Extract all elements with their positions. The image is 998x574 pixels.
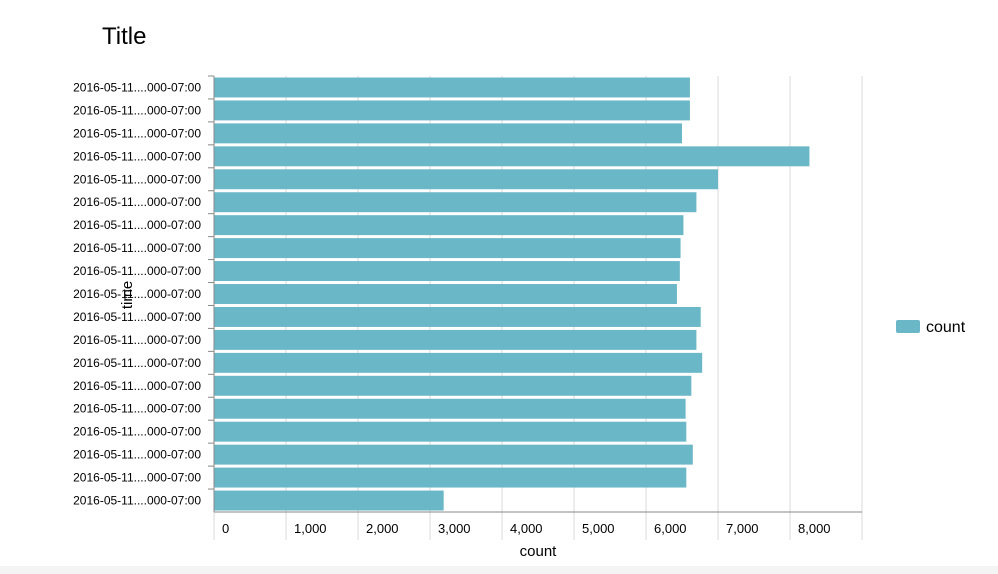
bar[interactable] bbox=[214, 146, 810, 167]
y-tick-labels: 2016-05-11....000-07:00 2016-05-11....000… bbox=[73, 80, 201, 507]
y-tick-label: 2016-05-11....000-07:00 bbox=[73, 402, 201, 416]
x-tick-label: 1,000 bbox=[294, 521, 327, 536]
y-tick-label: 2016-05-11....000-07:00 bbox=[73, 287, 201, 301]
bar[interactable] bbox=[214, 306, 701, 327]
bar[interactable] bbox=[214, 215, 684, 236]
x-axis-title: count bbox=[520, 543, 558, 560]
legend-swatch bbox=[896, 320, 920, 333]
x-tick-label: 7,000 bbox=[726, 521, 759, 536]
y-tick-label: 2016-05-11....000-07:00 bbox=[73, 172, 201, 186]
y-tick-label: 2016-05-11....000-07:00 bbox=[73, 126, 201, 140]
y-tick-label: 2016-05-11....000-07:00 bbox=[73, 471, 201, 485]
x-tick-label: 4,000 bbox=[510, 521, 543, 536]
x-tick-label: 5,000 bbox=[582, 521, 615, 536]
bar[interactable] bbox=[214, 238, 681, 259]
y-tick-label: 2016-05-11....000-07:00 bbox=[73, 264, 201, 278]
bar[interactable] bbox=[214, 467, 687, 488]
y-tick-label: 2016-05-11....000-07:00 bbox=[73, 80, 201, 94]
bar[interactable] bbox=[214, 329, 697, 350]
bar[interactable] bbox=[214, 100, 690, 121]
bar[interactable] bbox=[214, 375, 692, 396]
legend[interactable]: count bbox=[896, 319, 966, 336]
y-tick-label: 2016-05-11....000-07:00 bbox=[73, 103, 201, 117]
x-tick-label: 0 bbox=[222, 521, 229, 536]
axes bbox=[208, 75, 862, 513]
bar[interactable] bbox=[214, 192, 697, 213]
y-tick-label: 2016-05-11....000-07:00 bbox=[73, 218, 201, 232]
bar[interactable] bbox=[214, 398, 686, 419]
x-tick-label: 2,000 bbox=[366, 521, 399, 536]
y-tick-label: 2016-05-11....000-07:00 bbox=[73, 310, 201, 324]
y-tick-label: 2016-05-11....000-07:00 bbox=[73, 356, 201, 370]
bar[interactable] bbox=[214, 284, 677, 304]
bars bbox=[214, 77, 810, 511]
y-tick-label: 2016-05-11....000-07:00 bbox=[73, 425, 201, 439]
x-tick-label: 8,000 bbox=[798, 521, 831, 536]
chart-title: Title bbox=[102, 23, 146, 50]
x-tick-labels: 0 1,000 2,000 3,000 4,000 5,000 6,000 7,000 8,00… bbox=[222, 521, 831, 536]
legend-label-count: count bbox=[926, 319, 966, 336]
bar[interactable] bbox=[214, 169, 718, 190]
y-tick-label: 2016-05-11....000-07:00 bbox=[73, 195, 201, 209]
bar[interactable] bbox=[214, 352, 703, 373]
x-tick-label: 6,000 bbox=[654, 521, 687, 536]
bar[interactable] bbox=[214, 261, 680, 282]
y-tick-label: 2016-05-11....000-07:00 bbox=[73, 494, 201, 508]
bottom-strip bbox=[0, 566, 998, 574]
bar[interactable] bbox=[214, 490, 444, 511]
bar[interactable] bbox=[214, 77, 690, 98]
bar[interactable] bbox=[214, 444, 693, 465]
x-tick-label: 3,000 bbox=[438, 521, 471, 536]
y-tick-label: 2016-05-11....000-07:00 bbox=[73, 149, 201, 163]
y-axis-title: time bbox=[119, 281, 136, 309]
y-tick-label: 2016-05-11....000-07:00 bbox=[73, 241, 201, 255]
y-tick-label: 2016-05-11....000-07:00 bbox=[73, 448, 201, 462]
y-tick-label: 2016-05-11....000-07:00 bbox=[73, 333, 201, 347]
y-tick-label: 2016-05-11....000-07:00 bbox=[73, 379, 201, 393]
bar[interactable] bbox=[214, 421, 687, 442]
bar[interactable] bbox=[214, 123, 682, 144]
